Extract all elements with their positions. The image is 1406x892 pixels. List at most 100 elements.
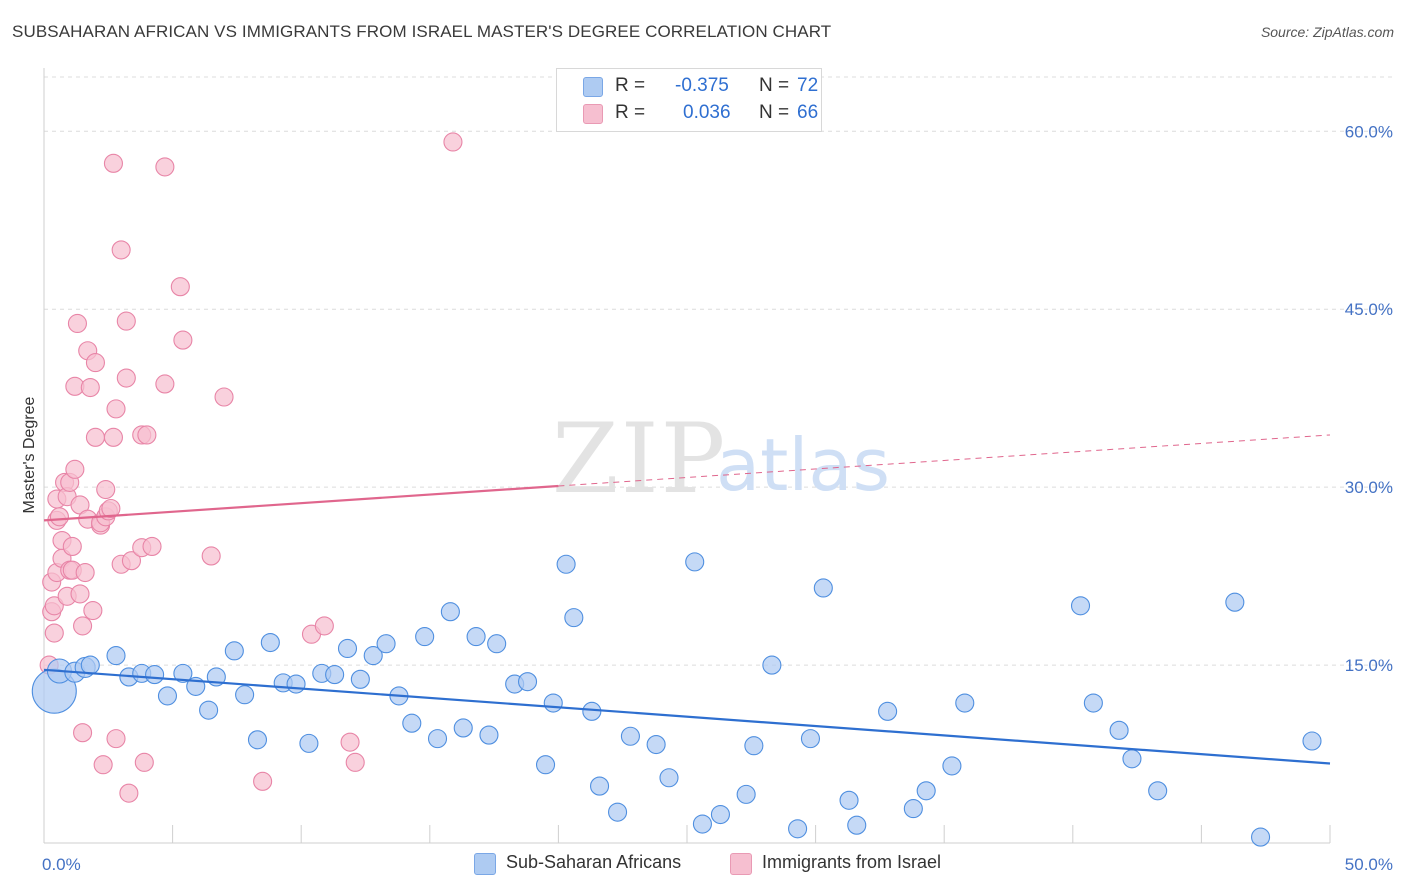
subsaharan-point [800, 729, 821, 749]
subsaharan-point [608, 802, 628, 822]
gridlines [44, 76, 1394, 666]
subsaharan-point [556, 554, 576, 574]
subsaharan-point [659, 768, 679, 788]
watermark-zip: ZIP [552, 403, 727, 515]
israel-point [137, 425, 157, 445]
legend-n-label: N = [759, 102, 790, 123]
israel-point [73, 723, 93, 743]
subsaharan-point [1225, 592, 1245, 612]
subsaharan-point [453, 718, 473, 738]
israel-point [142, 536, 162, 557]
israel-point [116, 311, 136, 331]
subsaharan-point [692, 814, 712, 834]
subsaharan-point [535, 755, 556, 775]
israel-point [75, 563, 95, 583]
israel-point [121, 551, 141, 571]
trend-lines [43, 434, 1331, 765]
subsaharan-point [1109, 720, 1129, 740]
subsaharan-point [106, 646, 126, 666]
israel-point [83, 600, 103, 621]
israel-point [111, 240, 131, 260]
subsaharan-point [620, 726, 640, 746]
subsaharan-point [517, 672, 538, 692]
israel-point [49, 507, 69, 527]
subsaharan-point [350, 669, 370, 689]
israel-point [119, 783, 139, 803]
subsaharan-point [440, 602, 460, 622]
subsaharan-point [847, 815, 867, 835]
subsaharan-point [1302, 731, 1322, 751]
subsaharan-point [762, 655, 782, 675]
israel-point [103, 153, 123, 173]
legend-r-value: -0.375 [675, 75, 729, 96]
israel-point [340, 732, 360, 752]
subsaharan-point [337, 638, 358, 659]
subsaharan-point [466, 627, 486, 647]
axes [43, 68, 1331, 844]
subsaharan-point [646, 734, 666, 755]
legend: R = -0.375 N = 72 R = 0.036 N = 66 [556, 68, 822, 132]
watermark: ZIP atlas [552, 403, 890, 515]
subsaharan-point [260, 632, 280, 653]
subsaharan-point [415, 627, 435, 647]
legend-r-label: R = [615, 102, 646, 123]
subsaharan-point [363, 646, 383, 666]
legend-n-value: 72 [797, 75, 819, 96]
subsaharan-point [839, 790, 859, 810]
subsaharan-point [744, 736, 764, 756]
y-tick-label: 60.0% [1345, 122, 1393, 141]
subsaharan-point [590, 776, 610, 796]
subsaharan-point [479, 725, 499, 745]
subsaharan-point [157, 686, 178, 706]
subsaharan-point [710, 804, 730, 825]
legend-n-value: 66 [797, 102, 819, 123]
y-tick-label: 30.0% [1345, 478, 1393, 497]
legend-r-label: R = [615, 75, 646, 96]
chart-source: Source: ZipAtlas.com [1260, 24, 1394, 40]
tick-labels: 15.0% 30.0% 45.0% 60.0% 0.0% 50.0% [42, 122, 1393, 874]
x-tick-label: 50.0% [1345, 855, 1393, 874]
israel-point [155, 157, 175, 177]
legend-n-label: N = [759, 75, 790, 96]
watermark-atlas: atlas [716, 423, 890, 507]
subsaharan-point [543, 693, 563, 713]
subsaharan-point [325, 665, 345, 685]
israel-point [345, 752, 365, 772]
subsaharan-trend-line [43, 668, 1331, 765]
israel-point [62, 536, 82, 557]
subsaharan-point [1251, 827, 1271, 847]
subsaharan-point [199, 700, 219, 720]
israel-point [85, 353, 105, 373]
y-tick-label: 45.0% [1345, 300, 1393, 319]
subsaharan-point [1122, 749, 1142, 769]
subsaharan-point [1083, 693, 1103, 713]
israel-point [253, 771, 273, 791]
subsaharan-point [235, 685, 255, 705]
subsaharan-point [813, 578, 833, 598]
bottom-legend-label: Sub-Saharan Africans [506, 852, 682, 872]
israel-point [106, 729, 126, 749]
israel-point [214, 387, 234, 407]
israel-point [443, 132, 463, 152]
subsaharan-point [1148, 781, 1168, 801]
bottom-legend-swatch-pink [730, 853, 752, 875]
subsaharan-point [564, 608, 584, 628]
israel-point [44, 596, 64, 616]
israel-point [96, 479, 116, 500]
legend-swatch-blue [583, 77, 603, 97]
israel-trend-line-solid [43, 484, 559, 522]
israel-point [106, 399, 126, 419]
chart-title: SUBSAHARAN AFRICAN VS IMMIGRANTS FROM IS… [12, 22, 832, 41]
israel-point [134, 752, 154, 772]
subsaharan-point [224, 641, 244, 661]
israel-point [170, 277, 190, 297]
subsaharan-point [878, 701, 898, 721]
subsaharan-point [145, 665, 165, 685]
subsaharan-point [286, 674, 306, 694]
y-tick-label: 15.0% [1345, 656, 1393, 675]
bottom-legend-swatch-blue [474, 853, 496, 875]
subsaharan-point [736, 784, 756, 804]
subsaharan-point [903, 799, 923, 819]
israel-point [70, 584, 90, 604]
